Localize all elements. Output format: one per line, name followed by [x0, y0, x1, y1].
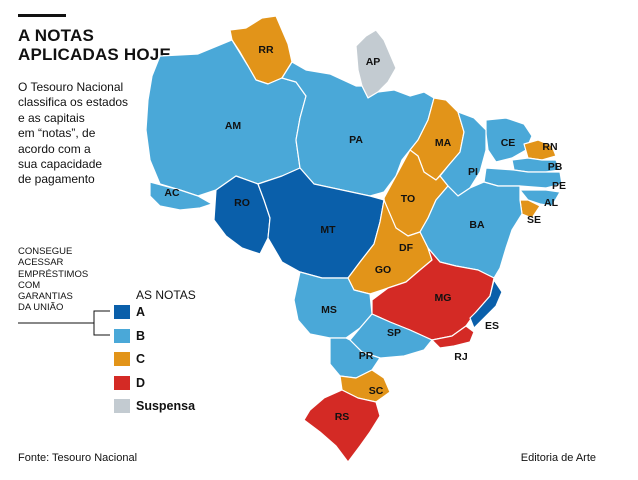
description-line: em “notas”, de	[18, 126, 96, 141]
legend-swatch	[114, 376, 130, 390]
description-line: O Tesouro Nacional	[18, 80, 124, 94]
state-label-rn: RN	[542, 141, 557, 153]
state-label-sp: SP	[387, 327, 401, 339]
state-label-mt: MT	[320, 224, 336, 236]
state-label-ro: RO	[234, 197, 250, 209]
state-label-ba: BA	[469, 219, 485, 231]
legend-item-a: A	[114, 304, 145, 320]
note-line: ACESSAR	[18, 257, 64, 269]
note-line: CONSEGUE	[18, 246, 73, 257]
legend-swatch	[114, 399, 130, 413]
state-label-df: DF	[399, 242, 414, 254]
state-label-ce: CE	[501, 137, 516, 149]
state-label-pr: PR	[359, 350, 374, 362]
state-pr	[329, 337, 381, 379]
state-label-se: SE	[527, 214, 541, 226]
state-label-pi: PI	[468, 166, 478, 178]
legend-label: C	[136, 352, 146, 366]
state-label-ap: AP	[366, 56, 381, 68]
credit-note: Editoria de Arte	[520, 452, 596, 464]
note-line: COM	[18, 279, 41, 291]
state-label-ma: MA	[435, 137, 452, 149]
description-line: classifica os estados	[18, 95, 129, 110]
legend-item-c: C	[114, 351, 145, 367]
legend-label: Suspensa	[136, 399, 196, 413]
state-ce	[485, 117, 533, 163]
state-sp	[349, 313, 433, 359]
state-es	[469, 279, 503, 329]
legend-swatch	[114, 352, 130, 366]
state-label-sc: SC	[369, 385, 384, 397]
title-line: A NOTAS	[18, 26, 95, 45]
legend-swatch	[114, 305, 130, 319]
source-note: Fonte: Tesouro Nacional	[18, 452, 138, 464]
state-label-rj: RJ	[454, 351, 468, 363]
state-label-rr: RR	[258, 44, 274, 56]
legend-label: D	[136, 376, 146, 390]
state-label-ac: AC	[164, 187, 180, 199]
description: O Tesouro Nacional classifica os estados…	[18, 80, 168, 188]
legend-label: B	[136, 329, 146, 343]
guarantee-note: CONSEGUE ACESSAR EMPRÉSTIMOS COM GARANTI…	[18, 246, 128, 314]
state-label-ms: MS	[321, 304, 337, 316]
state-label-mg: MG	[435, 292, 452, 304]
note-line: EMPRÉSTIMOS	[18, 268, 89, 280]
state-ac	[149, 181, 213, 211]
legend-title: AS NOTAS	[136, 288, 196, 302]
state-label-rs: RS	[335, 411, 350, 423]
legend-item-d: D	[114, 375, 145, 391]
title-line: APLICADAS HOJE	[18, 45, 171, 64]
page-title: A NOTAS APLICADAS HOJE	[18, 26, 198, 64]
legend-item-b: B	[114, 328, 145, 344]
state-label-al: AL	[544, 197, 559, 209]
state-label-es: ES	[485, 320, 499, 332]
state-label-pe: PE	[552, 180, 566, 192]
description-line: de pagamento	[18, 172, 95, 187]
legend-label: A	[136, 305, 146, 319]
legend-item-suspensa: Suspensa	[114, 398, 195, 414]
state-label-am: AM	[225, 120, 242, 132]
legend-swatch	[114, 329, 130, 343]
state-rs	[303, 389, 381, 463]
title-rule	[18, 14, 66, 17]
description-line: sua capacidade	[18, 157, 103, 172]
state-rj	[431, 325, 475, 349]
state-label-to: TO	[401, 193, 415, 205]
state-label-pb: PB	[548, 161, 563, 173]
state-ap	[355, 29, 397, 99]
description-line: e as capitais	[18, 110, 85, 125]
note-line: DA UNIÃO	[18, 302, 64, 314]
description-line: acordo com a	[18, 141, 91, 156]
note-line: GARANTIAS	[18, 291, 73, 303]
state-label-go: GO	[375, 264, 391, 276]
state-label-pa: PA	[349, 134, 363, 146]
